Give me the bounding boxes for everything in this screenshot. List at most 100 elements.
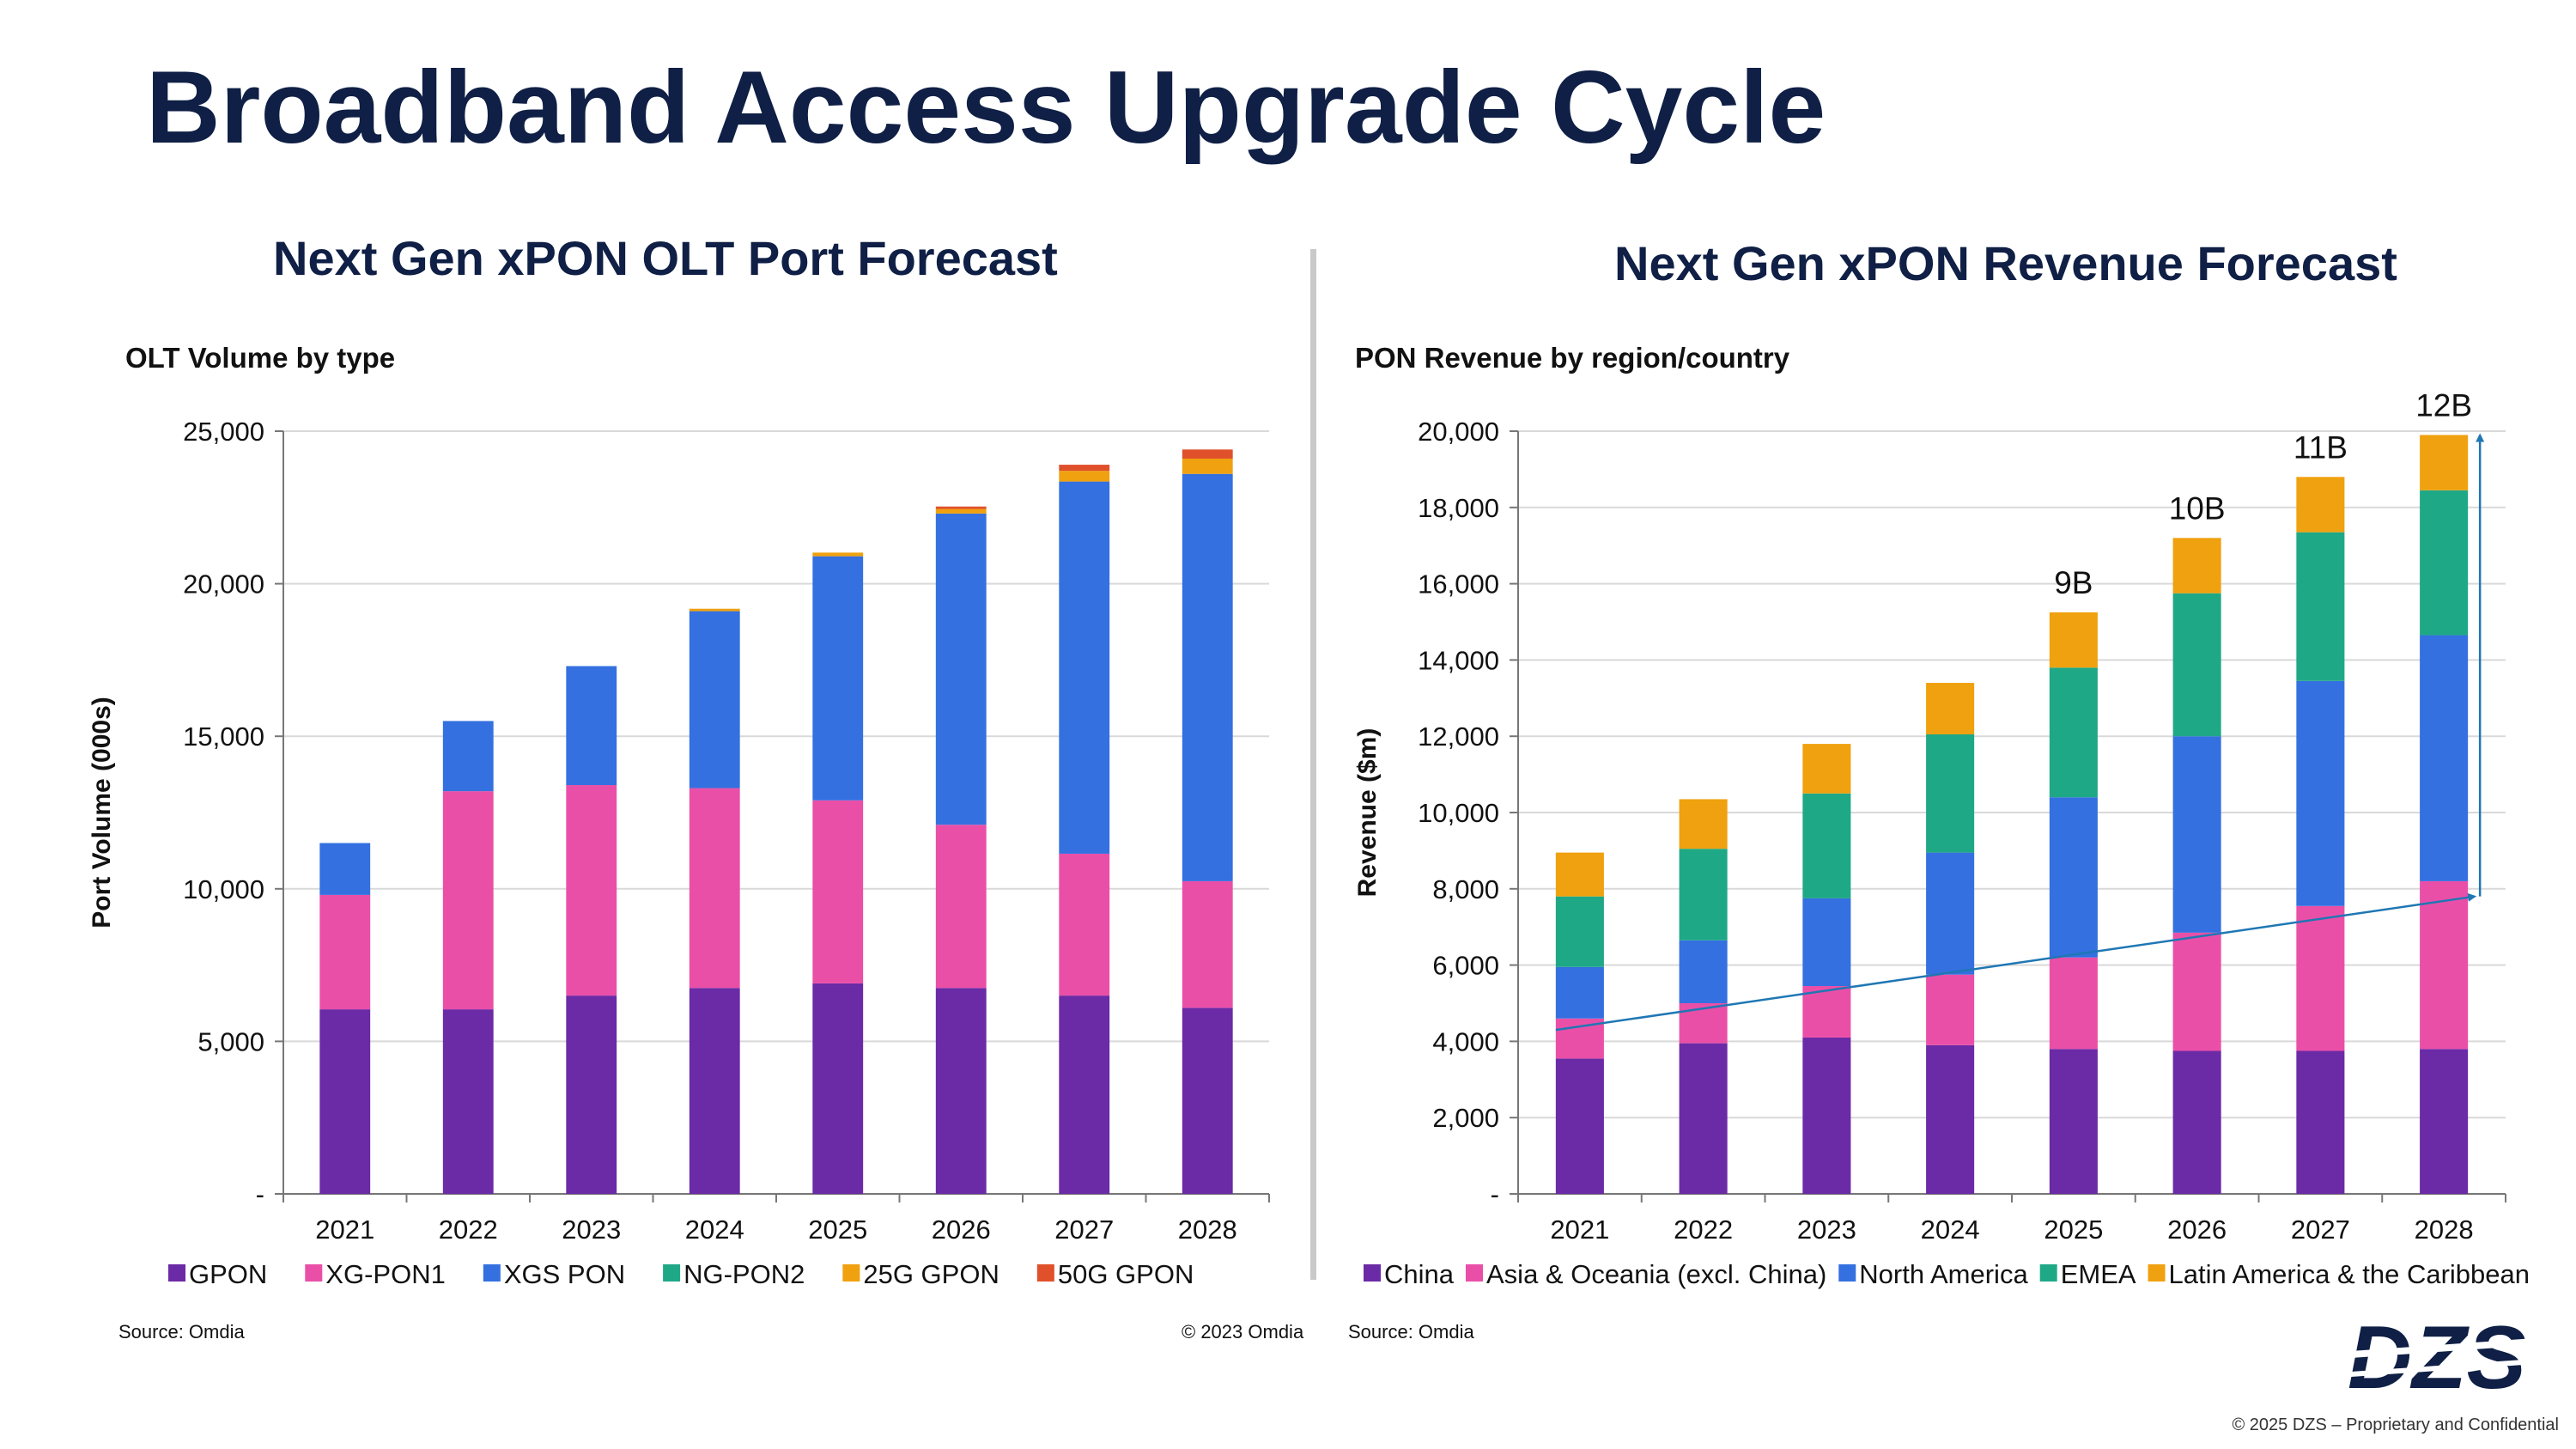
bar-segment (1182, 458, 1233, 474)
bar-segment (2172, 1050, 2221, 1194)
bar-segment (2296, 532, 2345, 681)
x-tick-label: 2026 (932, 1215, 991, 1245)
left-source-note: Source: Omdia (118, 1321, 245, 1342)
dzs-logo: DZS (2334, 1314, 2540, 1400)
x-tick-label: 2023 (1797, 1215, 1856, 1245)
y-tick-label: 16,000 (1418, 569, 1499, 600)
bar-segment (1926, 852, 1975, 975)
y-tick-label: 8,000 (1432, 874, 1499, 904)
bar-segment (1802, 1037, 1851, 1194)
bar-segment (935, 988, 987, 1194)
bar-segment (442, 721, 494, 792)
y-tick-label: 18,000 (1418, 493, 1499, 523)
bar-segment (1679, 1043, 1728, 1194)
x-tick-label: 2028 (1178, 1215, 1237, 1245)
bar-segment (812, 552, 864, 557)
bar-segment (1182, 473, 1233, 881)
x-tick-label: 2027 (1054, 1215, 1114, 1245)
bar-segment (812, 983, 864, 1194)
bar-segment (812, 556, 864, 801)
bar-segment (1802, 793, 1851, 898)
legend-label: EMEA (2061, 1259, 2136, 1289)
bar-segment (2172, 932, 2221, 1051)
legend-label: XG-PON1 (325, 1259, 446, 1289)
legend-swatch (305, 1264, 323, 1282)
total-annotation: 11B (2293, 429, 2348, 465)
bar-segment (1555, 896, 1604, 967)
legend-swatch (2039, 1264, 2057, 1282)
bar-segment (2172, 736, 2221, 933)
legend-swatch (1466, 1264, 1483, 1282)
left-chart-subtitle: OLT Volume by type (125, 342, 396, 374)
bar-segment (689, 988, 740, 1194)
legend-swatch (168, 1264, 185, 1282)
y-tick-label: 2,000 (1432, 1103, 1499, 1133)
bar-segment (1802, 744, 1851, 794)
right-chart-subtitle: PON Revenue by region/country (1355, 342, 1790, 374)
legend-label: NG-PON2 (683, 1259, 805, 1289)
bar-segment (2420, 1049, 2469, 1194)
omdia-copyright: © 2023 Omdia (1182, 1321, 1304, 1342)
legend-swatch (842, 1264, 860, 1282)
bar-segment (319, 843, 371, 895)
y-tick-label: 10,000 (1418, 798, 1499, 828)
dzs-logo-text: DZS (2348, 1314, 2526, 1400)
bar-segment (1059, 853, 1110, 996)
legend-label: North America (1859, 1259, 2028, 1289)
legend-label: Latin America & the Caribbean (2169, 1259, 2530, 1289)
legend-swatch (1364, 1264, 1381, 1282)
bar-segment (935, 825, 987, 989)
y-tick-label: - (256, 1179, 264, 1209)
legend-label: 25G GPON (863, 1259, 999, 1289)
bar-segment (2296, 1050, 2345, 1194)
bar-segment (2049, 612, 2098, 668)
bar-segment (566, 666, 617, 786)
legend-label: 50G GPON (1058, 1259, 1194, 1289)
legend-label: XGS PON (504, 1259, 625, 1289)
x-tick-label: 2024 (1921, 1215, 1980, 1245)
y-tick-label: 5,000 (197, 1026, 264, 1056)
x-tick-label: 2022 (1674, 1215, 1733, 1245)
legend-label: Asia & Oceania (excl. China) (1486, 1259, 1826, 1289)
bar-segment (1555, 852, 1604, 897)
chart-divider (1310, 249, 1316, 1280)
y-tick-label: 4,000 (1432, 1026, 1499, 1056)
bar-segment (442, 1009, 494, 1194)
y-tick-label: 6,000 (1432, 951, 1499, 981)
bar-segment (2049, 667, 2098, 798)
bar-segment (1802, 986, 1851, 1038)
bar-segment (1059, 465, 1110, 472)
bar-segment (1679, 849, 1728, 941)
pon-revenue-chart: - 2,000 4,000 6,000 8,000 10,000 12,000 14,000 1… (1353, 387, 2530, 1289)
x-tick-label: 2024 (685, 1215, 744, 1245)
bar-segment (2296, 680, 2345, 906)
y-tick-label: 10,000 (183, 874, 264, 904)
bar-segment (689, 611, 740, 788)
total-annotation: 10B (2169, 490, 2226, 526)
bar-segment (2049, 797, 2098, 958)
bar-segment (566, 785, 617, 996)
x-tick-label: 2022 (439, 1215, 498, 1245)
x-tick-label: 2025 (2044, 1215, 2103, 1245)
page-copyright: © 2025 DZS – Proprietary and Confidentia… (2232, 1416, 2560, 1434)
y-tick-label: - (1491, 1179, 1499, 1209)
bar-segment (689, 788, 740, 989)
legend-swatch (1036, 1264, 1054, 1282)
bar-segment (2049, 957, 2098, 1050)
y-axis-label: Revenue ($m) (1353, 728, 1382, 898)
bar-segment (442, 791, 494, 1010)
bar-segment (1926, 1044, 1975, 1194)
left-chart-title: Next Gen xPON OLT Port Forecast (273, 231, 1058, 285)
bar-segment (689, 608, 740, 612)
bar-segment (1555, 966, 1604, 1019)
bar-segment (1059, 481, 1110, 854)
bar-segment (1679, 799, 1728, 849)
bar-segment (2420, 880, 2469, 1050)
bar-segment (2296, 477, 2345, 533)
bar-segment (1182, 449, 1233, 459)
bar-segment (2420, 490, 2469, 636)
bar-segment (2420, 635, 2469, 881)
bar-segment (1679, 940, 1728, 1003)
x-tick-label: 2021 (315, 1215, 374, 1245)
bar-segment (566, 995, 617, 1194)
